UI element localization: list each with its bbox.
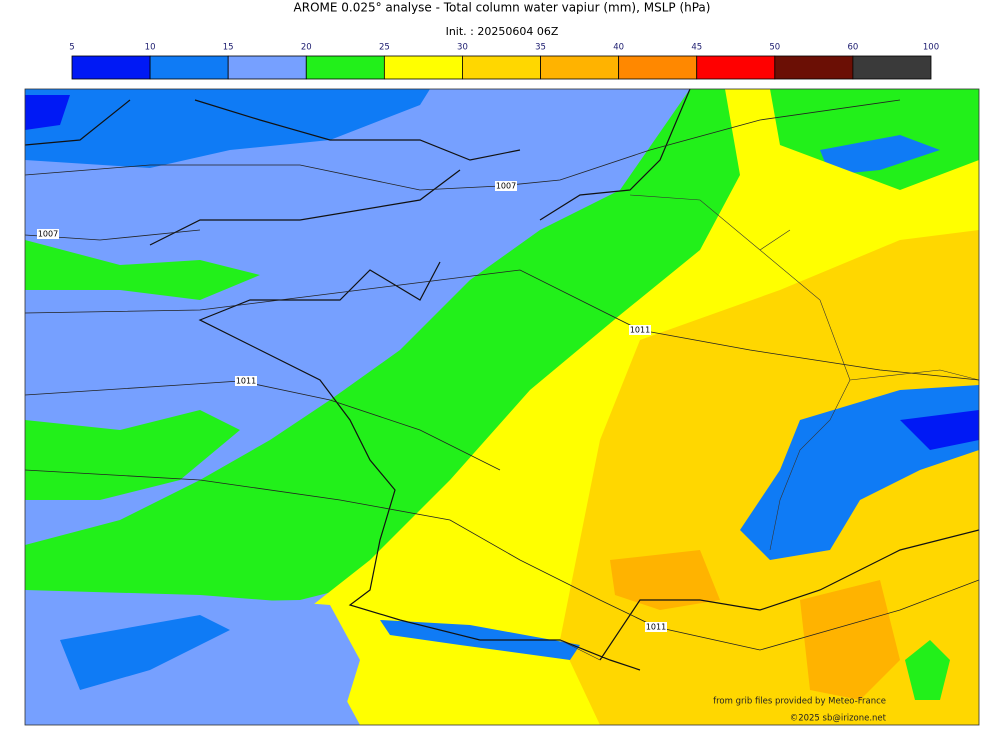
region [900, 410, 979, 450]
colorbar-tick-label: 45 [691, 43, 702, 53]
colorbar-tick-label: 25 [379, 43, 390, 53]
colorbar-tick-label: 10 [145, 43, 156, 53]
isobar-label-box [235, 376, 257, 386]
isobar-label-box [645, 622, 667, 632]
colorbar: 5 10 15 20 25 30 35 40 45 50 60 100 [69, 43, 939, 80]
colorbar-tick-label: 5 [69, 43, 74, 53]
map: 1007 1007 1011 1011 1011 [24, 88, 980, 726]
title: AROME 0.025° analyse - Total column wate… [294, 1, 711, 15]
colorbar-box [227, 55, 307, 80]
colorbar-box [696, 55, 776, 80]
region [820, 135, 940, 175]
isobar-label: 1007 [38, 230, 58, 239]
isobar-label: 1011 [630, 326, 650, 335]
subtitle: Init. : 20250604 06Z [446, 25, 559, 38]
colorbar-tick-label: 15 [223, 43, 234, 53]
isobar-label: 1007 [496, 182, 516, 191]
credit: ©2025 sb@irizone.net [790, 714, 887, 724]
colorbar-tick-label: 100 [923, 43, 939, 53]
region [905, 640, 950, 700]
region [60, 615, 230, 690]
colorbar-box [618, 55, 698, 80]
credit: from grib files provided by Meteo-France [713, 697, 886, 707]
colorbar-box [774, 55, 854, 80]
colorbar-box [462, 55, 541, 80]
isobar-label-box [495, 181, 517, 191]
colorbar-tick-label: 60 [847, 43, 858, 53]
region [610, 550, 720, 610]
map-frame [24, 88, 980, 726]
colorbar-tick-label: 30 [457, 43, 468, 53]
region [25, 89, 430, 168]
colorbar-tick-label: 35 [535, 43, 546, 53]
isobar-label: 1011 [236, 377, 256, 386]
isobar-label-box [37, 229, 59, 239]
colorbar-box [540, 55, 620, 80]
colorbar-tick-label: 50 [769, 43, 780, 53]
colorbar-box [852, 55, 932, 80]
colorbar-box [305, 55, 385, 80]
isobar-label-box [629, 325, 651, 335]
colorbar-tick-label: 40 [613, 43, 624, 53]
region [25, 590, 360, 725]
colorbar-box [71, 55, 151, 80]
isobar-label: 1011 [646, 623, 666, 632]
region [25, 410, 240, 500]
region [25, 95, 70, 130]
colorbar-tick-label: 20 [301, 43, 312, 53]
colorbar-box [383, 55, 463, 80]
colorbar-box [149, 55, 229, 80]
region [800, 580, 900, 700]
region [25, 240, 260, 300]
